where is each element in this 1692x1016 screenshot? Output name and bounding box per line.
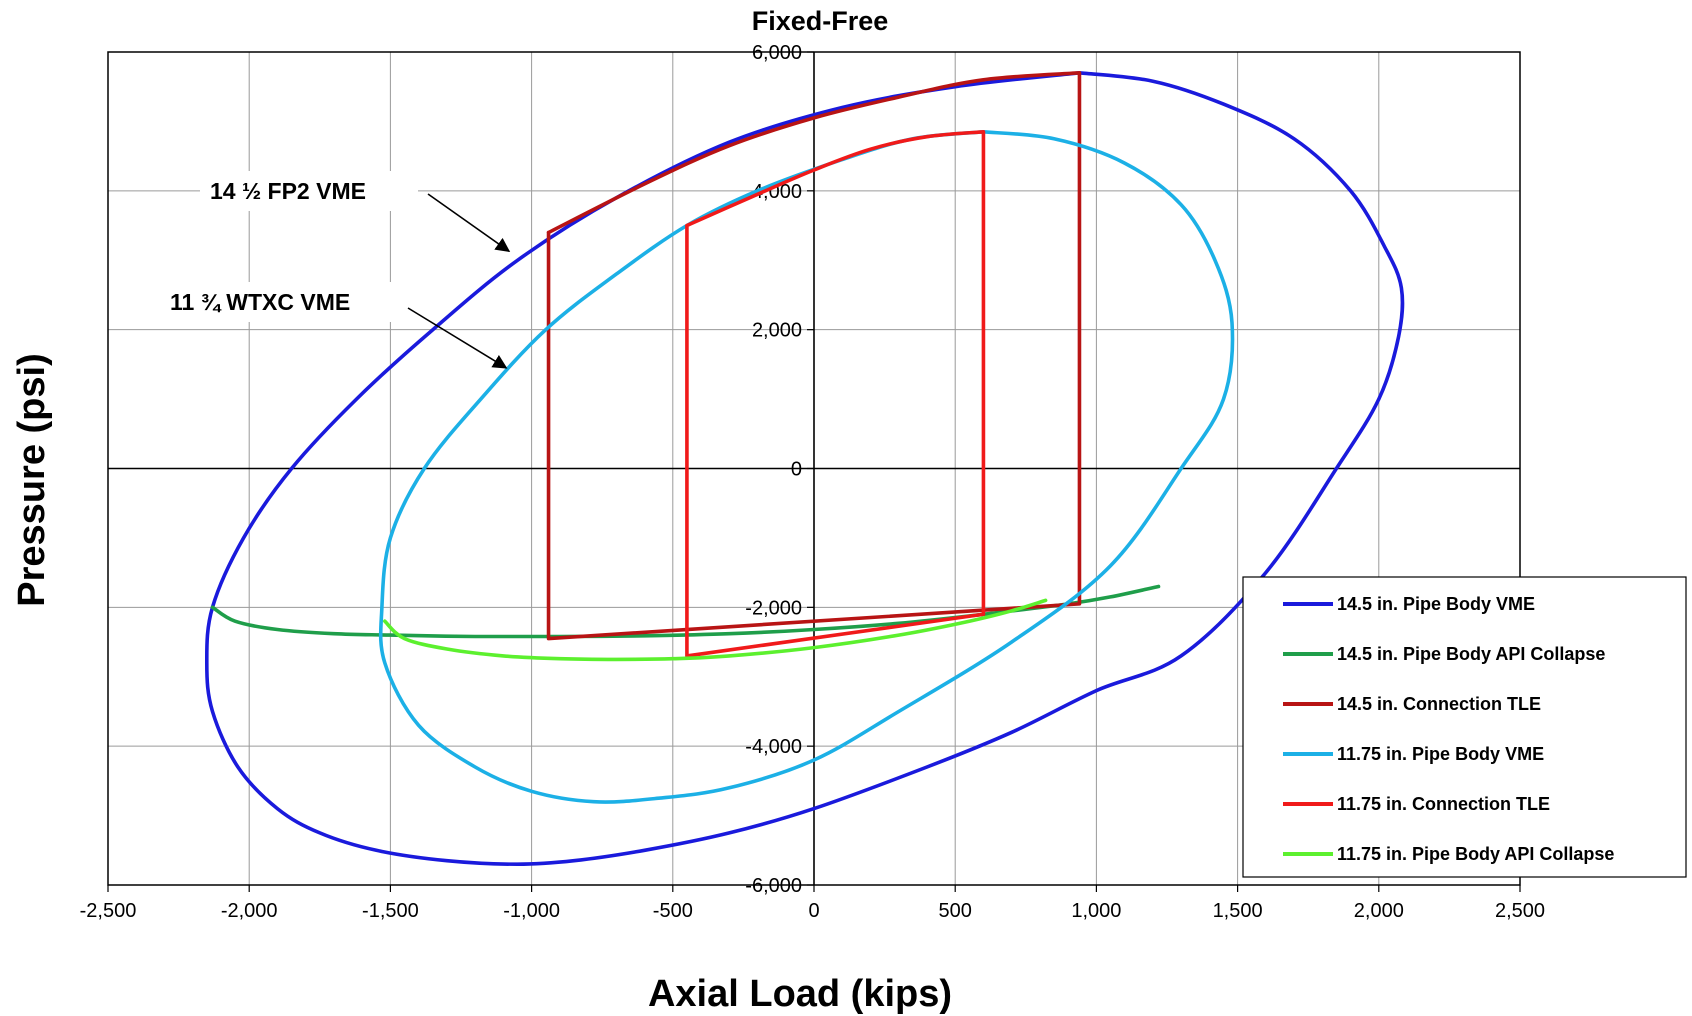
y-tick-label: -4,000 xyxy=(745,736,802,758)
series-line-1 xyxy=(204,71,1405,866)
axes: -2,500 -2,000 -1,500 -1,000 -500 0 500 1,000 1,5… xyxy=(80,42,1545,922)
legend: 14.5 in. Pipe Body VME 14.5 in. Pipe Body… xyxy=(1242,576,1687,878)
annotation-label: 14 ½ FP2 VME xyxy=(210,178,366,204)
x-tick-label: 0 xyxy=(808,900,819,922)
legend-label: 11.75 in. Connection TLE xyxy=(1337,794,1550,814)
x-tick-label: -2,500 xyxy=(80,900,137,922)
x-tick-label: -1,000 xyxy=(503,900,560,922)
chart-title: Fixed-Free xyxy=(752,6,889,36)
annotations: 14 ½ FP2 VME 11 ¾ WTXC VME xyxy=(160,171,511,369)
x-tick-label: 1,000 xyxy=(1071,900,1121,922)
x-tick-label: 2,000 xyxy=(1354,900,1404,922)
annotation-background xyxy=(200,171,418,211)
y-tick-label: -6,000 xyxy=(745,875,802,897)
annotation-arrow xyxy=(427,193,511,253)
legend-label: 11.75 in. Pipe Body VME xyxy=(1337,744,1544,764)
series-line-4 xyxy=(378,130,1235,804)
annotation-arrow xyxy=(407,307,508,369)
x-tick-label: 500 xyxy=(939,900,972,922)
legend-label: 14.5 in. Pipe Body VME xyxy=(1337,594,1535,614)
series-layer xyxy=(204,71,1405,866)
legend-label: 11.75 in. Pipe Body API Collapse xyxy=(1337,844,1614,864)
x-tick-label: -2,000 xyxy=(221,900,278,922)
x-tick-label: 2,500 xyxy=(1495,900,1545,922)
series-line-6 xyxy=(383,598,1048,662)
legend-label: 14.5 in. Pipe Body API Collapse xyxy=(1337,644,1605,664)
y-axis-label: Pressure (psi) xyxy=(11,353,53,606)
x-tick-label: -500 xyxy=(653,900,693,922)
x-axis-label: Axial Load (kips) xyxy=(648,973,952,1015)
y-tick-label: 6,000 xyxy=(752,42,802,64)
y-tick-label: -2,000 xyxy=(745,597,802,619)
annotation-background xyxy=(160,282,398,322)
legend-box xyxy=(1242,576,1687,878)
legend-label: 14.5 in. Connection TLE xyxy=(1337,694,1541,714)
annotation-label: 11 ¾ WTXC VME xyxy=(170,289,350,315)
y-tick-label: 2,000 xyxy=(752,320,802,342)
series-line-3 xyxy=(546,71,1082,641)
x-tick-label: -1,500 xyxy=(362,900,419,922)
series-line-5 xyxy=(685,130,986,658)
x-tick-label: 1,500 xyxy=(1213,900,1263,922)
y-tick-label: 0 xyxy=(791,459,802,481)
